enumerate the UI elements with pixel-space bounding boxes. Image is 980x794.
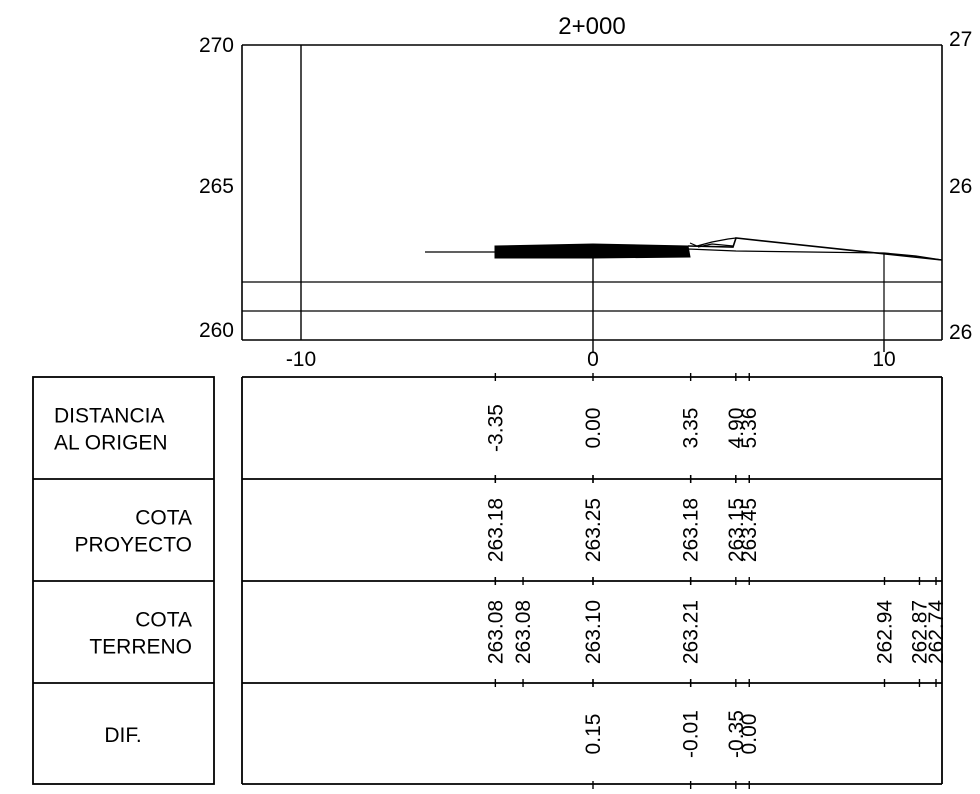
elevation-label-265: 265 bbox=[199, 175, 234, 198]
row-value-label: 263.08 bbox=[484, 600, 507, 664]
slope-detail-line bbox=[689, 237, 737, 247]
row-value-label: 262.87 bbox=[908, 600, 931, 664]
row-value-label: 0.15 bbox=[582, 714, 605, 755]
row-label-line: COTA bbox=[135, 609, 192, 632]
row-value-label: 263.21 bbox=[680, 600, 703, 664]
elevation-label-right-265: 26 bbox=[949, 175, 972, 198]
station-title: 2+000 bbox=[558, 13, 625, 40]
row-label-line: DIF. bbox=[104, 724, 141, 747]
road-pavement bbox=[494, 243, 691, 259]
row-value-label: 262.74 bbox=[925, 600, 948, 665]
table-row-labels: DISTANCIA AL ORIGEN COTA PROYECTO COTA TERREN… bbox=[54, 405, 192, 748]
row-value-label: -0.01 bbox=[680, 710, 703, 758]
row-value-label: -3.35 bbox=[484, 404, 507, 452]
row-label-line: TERRENO bbox=[89, 636, 192, 659]
row-value-label: 263.10 bbox=[582, 600, 605, 664]
elevation-label-260: 260 bbox=[199, 319, 234, 342]
row-value-label: 263.18 bbox=[680, 498, 703, 562]
row-value-label: 263.25 bbox=[582, 498, 605, 562]
row-label-line: DISTANCIA bbox=[54, 405, 164, 428]
slope-detail-line-2 bbox=[697, 243, 734, 248]
row-value-label: 0.00 bbox=[582, 408, 605, 449]
table-label-column bbox=[32, 376, 215, 785]
elevation-label-right-260: 26 bbox=[949, 321, 972, 344]
project-profile-line bbox=[687, 237, 943, 261]
row-label-line: AL ORIGEN bbox=[54, 432, 168, 455]
row-value-label: 4.90 bbox=[725, 408, 748, 449]
table-value-area bbox=[241, 376, 943, 785]
row-label-line: PROYECTO bbox=[75, 534, 192, 557]
row-value-label: 263.18 bbox=[484, 498, 507, 562]
plot-frame bbox=[241, 44, 943, 341]
row-value-label: 0.00 bbox=[738, 714, 761, 755]
row-value-label: 263.45 bbox=[738, 498, 761, 562]
elevation-label-right-270: 27 bbox=[949, 28, 972, 51]
elevation-label-270: 270 bbox=[199, 34, 234, 57]
row-value-label: 262.94 bbox=[874, 600, 897, 665]
row-value-label: 263.15 bbox=[725, 498, 748, 562]
offset-label-0: 0 bbox=[587, 348, 599, 371]
offset-label-minus-10: -10 bbox=[286, 348, 316, 371]
row-value-label: 263.08 bbox=[512, 600, 535, 664]
table-row-values: -3.35 0.00 3.35 4.905.36 263.18 263.25 263.18 2… bbox=[484, 373, 948, 789]
row-label-line: COTA bbox=[135, 507, 192, 530]
row-value-label: 5.36 bbox=[738, 408, 761, 449]
offset-label-10: 10 bbox=[872, 348, 895, 371]
row-value-label: -0.35 bbox=[725, 710, 748, 758]
row-value-label: 3.35 bbox=[680, 408, 703, 449]
